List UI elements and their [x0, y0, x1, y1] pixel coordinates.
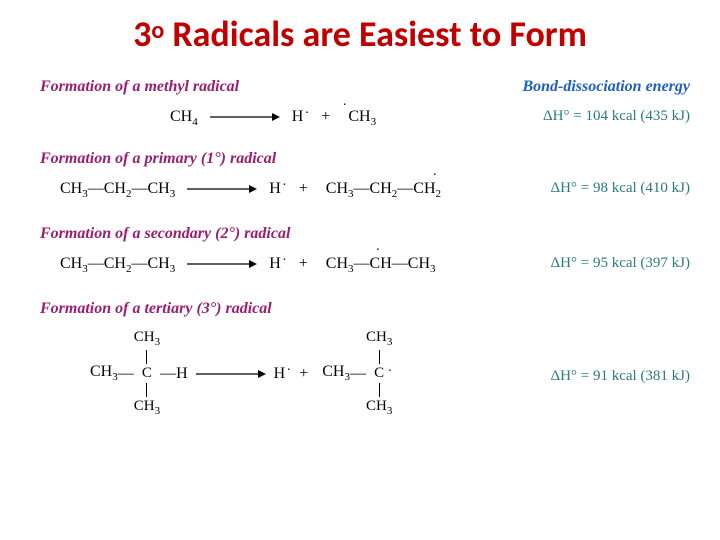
reaction-arrow: [187, 184, 257, 194]
eqn-primary: CH3—CH2—CH3 H· + CH3—CH2—CH2·: [60, 180, 441, 200]
bde-methyl: ΔH° = 104 kcal (435 kJ): [543, 108, 690, 125]
h-radical: H·: [274, 365, 286, 383]
title-degree: o: [151, 16, 164, 45]
page-title: 3o Radicals are Easiest to Form: [0, 12, 720, 56]
bde-header: Bond-dissociation energy: [522, 78, 690, 96]
reaction-arrow: [196, 369, 266, 379]
methyl-left: CH4: [170, 108, 198, 125]
methyl-radical: ·CH3: [348, 108, 376, 128]
h-radical: H·: [292, 108, 304, 126]
primary-radical: CH3—CH2—CH2·: [326, 180, 441, 197]
caption-methyl: Formation of a methyl radical: [40, 78, 239, 96]
caption-secondary: Formation of a secondary (2°) radical: [40, 225, 290, 243]
title-rest: Radicals are Easiest to Form: [164, 12, 587, 56]
propane-left: CH3—CH2—CH3: [60, 180, 175, 197]
bde-secondary: ΔH° = 95 kcal (397 kJ): [551, 255, 691, 272]
bde-tertiary: ΔH° = 91 kcal (381 kJ): [551, 368, 691, 385]
eqn-methyl: CH4 H· + ·CH3: [170, 108, 376, 128]
bde-primary: ΔH° = 98 kcal (410 kJ): [551, 180, 691, 197]
title-three: 3: [133, 12, 151, 56]
reaction-arrow: [210, 112, 280, 122]
eqn-tertiary: CH3 — CH3 C CH3 — H H· + CH3 — CH3 C·: [90, 330, 392, 417]
plus: +: [299, 180, 308, 197]
plus: +: [299, 255, 308, 272]
h-radical: H·: [269, 180, 281, 198]
secondary-radical: CH3—CH·—CH3: [326, 255, 436, 272]
tertiary-radical: CH3 — CH3 C· CH3: [322, 330, 392, 417]
reaction-arrow: [187, 259, 257, 269]
caption-primary: Formation of a primary (1°) radical: [40, 150, 276, 168]
plus: +: [299, 365, 308, 383]
propane-left: CH3—CH2—CH3: [60, 255, 175, 272]
h-radical: H·: [269, 255, 281, 273]
eqn-secondary: CH3—CH2—CH3 H· + CH3—CH·—CH3: [60, 255, 436, 275]
isobutane: CH3 — CH3 C CH3 — H: [90, 330, 188, 417]
caption-tertiary: Formation of a tertiary (3°) radical: [40, 300, 272, 318]
plus: +: [321, 108, 330, 125]
